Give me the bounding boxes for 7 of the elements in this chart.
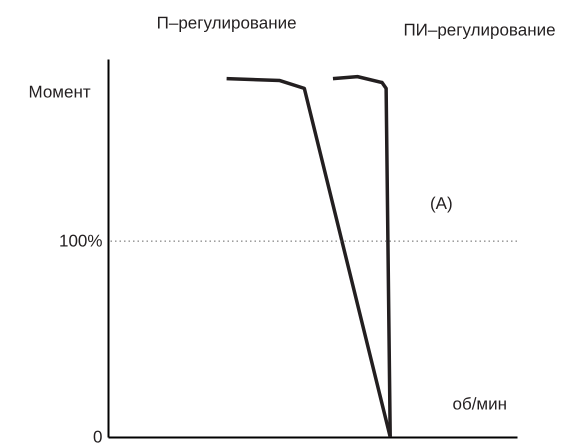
text: ПИ–регулирование	[403, 20, 556, 40]
x-axis-title: об/мин	[452, 394, 507, 414]
y-axis-title: Момент	[28, 82, 91, 102]
y-tick-label: 0	[93, 428, 102, 445]
text: П–регулирование	[156, 14, 297, 33]
y-tick-label: 100%	[59, 232, 102, 251]
annotation: (A)	[430, 194, 453, 213]
